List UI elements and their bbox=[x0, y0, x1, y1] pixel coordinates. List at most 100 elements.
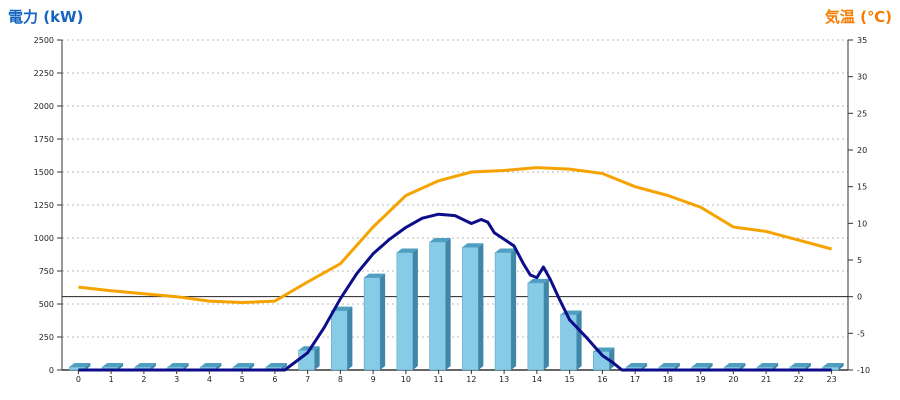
series-lines bbox=[78, 166, 832, 372]
right-axis-ticks: -10 -5 0 5 10 15 20 25 30 35 bbox=[848, 36, 870, 375]
power-bar-side bbox=[183, 363, 189, 370]
right-tick-label: 30 bbox=[857, 73, 867, 82]
power-bar-front bbox=[429, 241, 446, 371]
power-bar bbox=[363, 273, 386, 371]
power-bar-side bbox=[478, 243, 484, 370]
x-tick-label: 17 bbox=[630, 375, 640, 384]
power-bar-side bbox=[773, 363, 779, 370]
left-tick-label: 0 bbox=[49, 366, 54, 375]
power-bar bbox=[396, 248, 418, 371]
power-bar bbox=[298, 346, 320, 371]
power-bar-front bbox=[527, 282, 545, 371]
power-bar-top bbox=[265, 363, 287, 367]
left-tick-label: 750 bbox=[39, 267, 54, 276]
x-tick-label: 23 bbox=[827, 375, 837, 384]
power-bar bbox=[429, 237, 451, 371]
power-bar-side bbox=[740, 363, 746, 370]
left-tick-label: 250 bbox=[39, 333, 54, 342]
power-bar-front bbox=[462, 246, 479, 371]
power-bar bbox=[462, 243, 484, 371]
left-axis-title: 電力 (kW) bbox=[8, 8, 84, 26]
power-bar-side bbox=[707, 363, 713, 370]
x-tick-label: 7 bbox=[305, 375, 310, 384]
power-bar-side bbox=[674, 363, 680, 370]
x-tick-label: 14 bbox=[532, 375, 542, 384]
power-bar-side bbox=[412, 248, 418, 370]
power-bar-top bbox=[757, 363, 779, 367]
power-bar bbox=[331, 306, 353, 371]
left-tick-label: 1250 bbox=[34, 201, 54, 210]
temperature-line bbox=[78, 166, 832, 304]
x-tick-label: 3 bbox=[174, 375, 179, 384]
x-axis-ticks: 0 1 2 3 4 5 6 7 8 9 10 11 12 13 14 15 16 17 18 19 20 21 22 23 bbox=[76, 370, 837, 384]
x-tick-label: 18 bbox=[663, 375, 673, 384]
x-tick-label: 2 bbox=[141, 375, 146, 384]
power-bar-side bbox=[216, 363, 222, 370]
right-tick-label: -10 bbox=[857, 366, 870, 375]
left-tick-label: 1000 bbox=[34, 234, 54, 243]
power-bar-side bbox=[347, 306, 353, 370]
x-tick-label: 6 bbox=[272, 375, 277, 384]
x-tick-label: 15 bbox=[565, 375, 575, 384]
power-bar-top bbox=[200, 363, 222, 367]
power-line bbox=[78, 212, 832, 372]
left-tick-label: 1500 bbox=[34, 168, 54, 177]
right-axis-title: 気温 (℃) bbox=[824, 8, 892, 26]
power-bar-top bbox=[167, 363, 189, 367]
power-bar-side bbox=[642, 363, 648, 370]
power-bar bbox=[69, 363, 91, 371]
right-tick-label: 25 bbox=[857, 109, 867, 118]
power-bar-side bbox=[281, 363, 287, 370]
left-tick-label: 1750 bbox=[34, 135, 54, 144]
power-bar-side bbox=[118, 363, 124, 370]
x-tick-label: 4 bbox=[207, 375, 212, 384]
left-tick-label: 500 bbox=[39, 300, 54, 309]
power-bar-side bbox=[511, 248, 517, 370]
x-tick-label: 21 bbox=[761, 375, 771, 384]
power-bar-top bbox=[789, 363, 811, 367]
power-bar-top bbox=[69, 363, 91, 367]
power-bar-top bbox=[396, 248, 418, 253]
x-tick-label: 5 bbox=[240, 375, 245, 384]
power-bar-side bbox=[805, 363, 811, 370]
power-bar-top bbox=[429, 237, 451, 242]
x-tick-label: 11 bbox=[434, 375, 444, 384]
x-tick-label: 12 bbox=[466, 375, 476, 384]
x-tick-label: 16 bbox=[597, 375, 607, 384]
x-tick-label: 22 bbox=[794, 375, 804, 384]
power-bar bbox=[527, 278, 549, 371]
power-bar-top bbox=[658, 363, 680, 367]
power-bar-side bbox=[85, 363, 91, 370]
power-bar-front bbox=[494, 252, 512, 371]
x-tick-label: 0 bbox=[76, 375, 81, 384]
power-bar-top bbox=[233, 363, 255, 367]
left-tick-label: 2500 bbox=[34, 36, 54, 45]
x-tick-label: 9 bbox=[371, 375, 376, 384]
gridlines bbox=[61, 39, 849, 371]
power-bar bbox=[494, 248, 517, 371]
power-bar-front bbox=[331, 310, 348, 371]
x-tick-label: 1 bbox=[109, 375, 114, 384]
power-bar-side bbox=[380, 273, 386, 370]
power-bar-front bbox=[363, 277, 381, 371]
power-bar-top bbox=[134, 363, 156, 367]
right-tick-label: -5 bbox=[857, 329, 865, 338]
power-bar-top bbox=[102, 363, 124, 367]
power-bar-side bbox=[445, 237, 451, 370]
right-tick-label: 5 bbox=[857, 256, 862, 265]
right-tick-label: 15 bbox=[857, 183, 867, 192]
power-bar-top bbox=[364, 273, 386, 278]
power-bar-side bbox=[838, 363, 844, 370]
left-tick-label: 2000 bbox=[34, 102, 54, 111]
x-tick-label: 13 bbox=[499, 375, 509, 384]
power-bar-top bbox=[626, 363, 648, 367]
x-tick-label: 19 bbox=[696, 375, 706, 384]
left-axis-ticks: 0 250 500 750 1000 1250 1500 1750 2000 2250 2500 bbox=[34, 36, 62, 375]
power-bar-top bbox=[822, 363, 844, 367]
power-bar-side bbox=[249, 363, 255, 370]
power-bar-side bbox=[576, 310, 582, 370]
x-tick-label: 20 bbox=[728, 375, 738, 384]
power-bar-side bbox=[314, 346, 320, 370]
x-tick-label: 8 bbox=[338, 375, 343, 384]
